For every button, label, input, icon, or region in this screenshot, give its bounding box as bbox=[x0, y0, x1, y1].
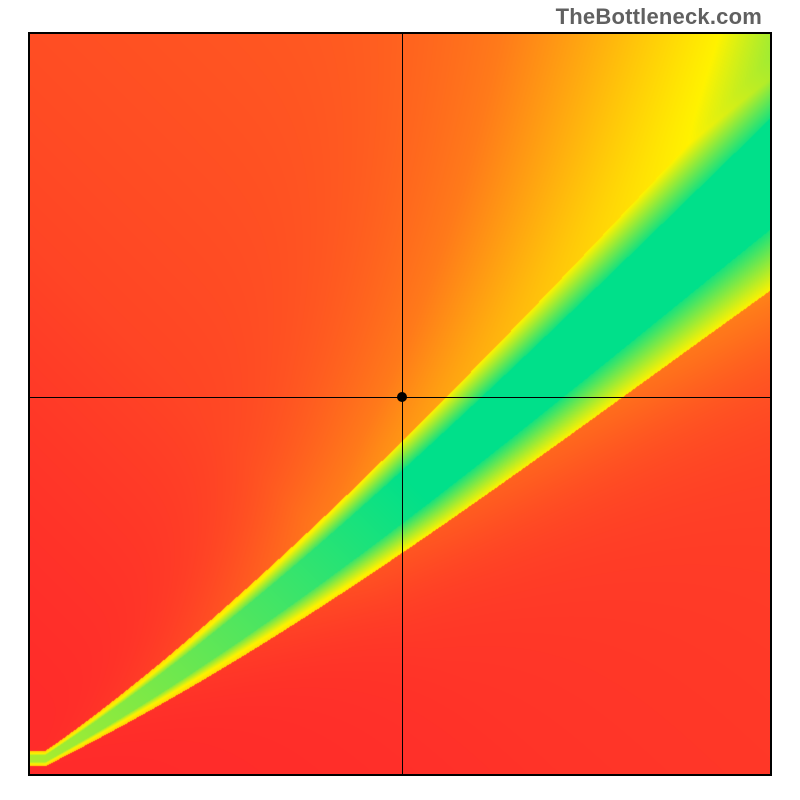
heatmap-plot bbox=[30, 34, 770, 774]
heatmap-border bbox=[28, 32, 772, 776]
crosshair-vertical bbox=[402, 34, 403, 774]
heatmap-canvas bbox=[30, 34, 770, 774]
marker-dot bbox=[397, 392, 407, 402]
watermark-text: TheBottleneck.com bbox=[556, 4, 762, 30]
